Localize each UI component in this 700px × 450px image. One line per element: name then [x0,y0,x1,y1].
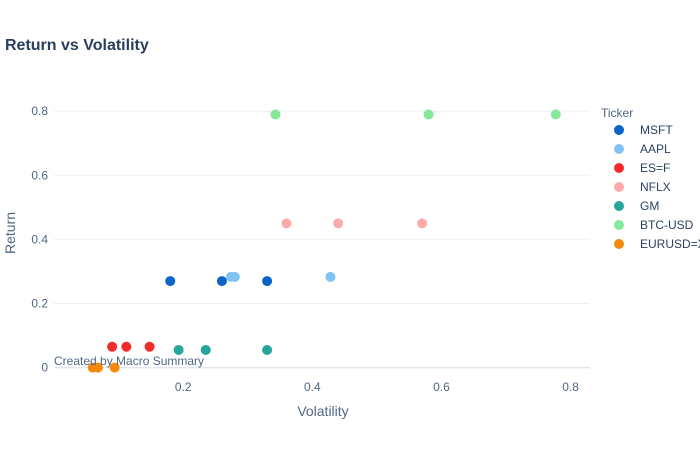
legend-marker [614,144,624,154]
data-point[interactable] [417,218,428,229]
data-point[interactable] [262,276,273,287]
x-axis-title: Volatility [297,403,348,419]
y-tick-label: 0.4 [31,232,48,246]
legend-label: BTC-USD [640,218,694,232]
legend-item[interactable]: BTC-USD [614,218,694,232]
legend-item[interactable]: EURUSD=X [614,237,700,251]
data-point[interactable] [281,218,292,229]
x-tick-label: 0.6 [433,380,450,394]
data-point[interactable] [423,109,434,120]
data-point[interactable] [200,344,211,355]
data-point[interactable] [92,362,103,373]
x-tick-labels: 0.2 0.4 0.6 0.8 [175,380,579,394]
legend-label: EURUSD=X [640,237,700,251]
y-tick-label: 0.6 [31,168,48,182]
data-points [87,109,561,373]
data-point[interactable] [325,271,336,282]
legend-label: ES=F [640,161,670,175]
legend-label: MSFT [640,123,673,137]
legend-label: AAPL [640,142,671,156]
legend-item[interactable]: ES=F [614,161,670,175]
data-point[interactable] [109,362,120,373]
data-point[interactable] [173,344,184,355]
annotation-text: Created by Macro Summary [54,354,204,368]
x-tick-label: 0.8 [562,380,579,394]
legend-marker [614,125,624,135]
y-axis-title: Return [2,212,18,254]
legend-label: GM [640,199,659,213]
data-point[interactable] [229,271,240,282]
legend-item[interactable]: NFLX [614,180,671,194]
legend-item[interactable]: AAPL [614,142,671,156]
legend-marker [614,182,624,192]
data-point[interactable] [121,341,132,352]
legend-item[interactable]: MSFT [614,123,673,137]
legend-title: Ticker [601,106,633,120]
data-point[interactable] [333,218,344,229]
data-point[interactable] [144,341,155,352]
grid-lines [54,110,590,369]
data-point[interactable] [262,344,273,355]
legend-marker [614,201,624,211]
x-tick-label: 0.2 [175,380,192,394]
legend-marker [614,220,624,230]
data-point[interactable] [165,276,176,287]
y-tick-label: 0.8 [31,104,48,118]
legend[interactable]: MSFT AAPL ES=F NFLX GM BTC-USD EURUSD=X [614,123,700,251]
data-point[interactable] [107,341,118,352]
legend-label: NFLX [640,180,671,194]
legend-item[interactable]: GM [614,199,659,213]
legend-marker [614,239,624,249]
data-point[interactable] [270,109,281,120]
data-point[interactable] [216,276,227,287]
y-tick-label: 0 [41,361,48,375]
data-point[interactable] [550,109,561,120]
x-tick-label: 0.4 [304,380,321,394]
chart-title: Return vs Volatility [5,37,149,54]
y-tick-labels: 0 0.2 0.4 0.6 0.8 [31,104,48,374]
y-tick-label: 0.2 [31,297,48,311]
legend-marker [614,163,624,173]
